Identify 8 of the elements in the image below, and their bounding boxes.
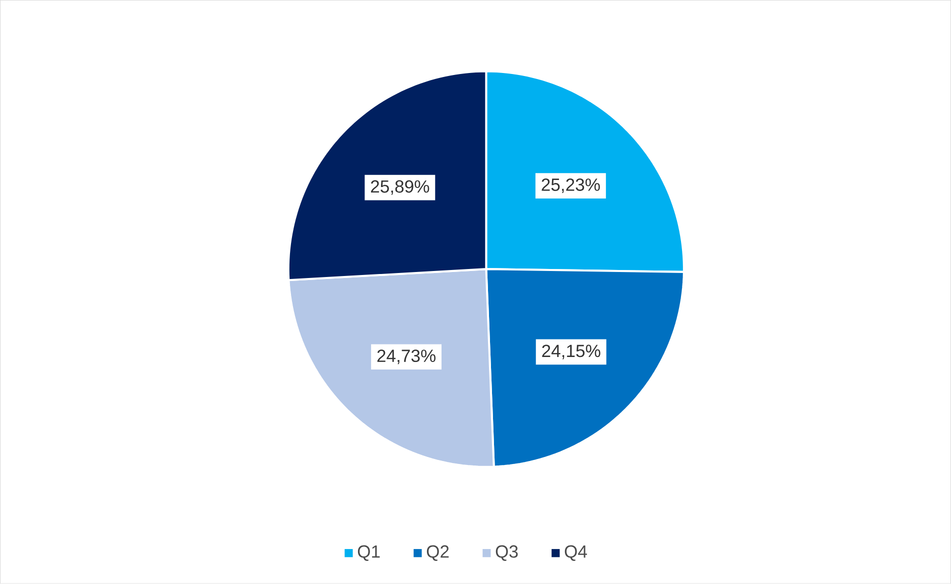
data-label: 24,73%: [377, 350, 436, 364]
legend-label: Q2: [426, 545, 449, 561]
data-label: 24,15%: [542, 344, 600, 360]
legend-label: Q4: [564, 545, 587, 561]
legend-label: Q3: [496, 545, 518, 561]
legend-label: Q1: [358, 545, 380, 561]
data-label: 25,89%: [371, 180, 430, 195]
data-label: 25,23%: [542, 178, 600, 194]
